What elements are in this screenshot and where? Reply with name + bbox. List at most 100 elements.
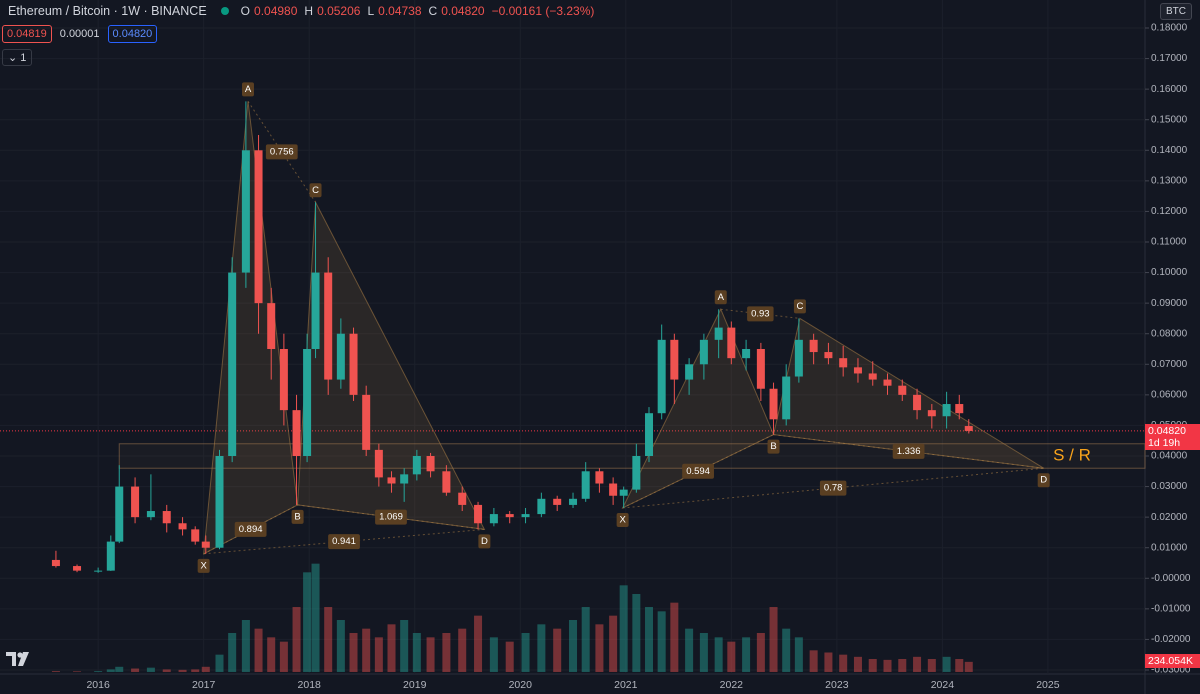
- y-tick-label: 0.16000: [1151, 84, 1188, 95]
- point-label-bg: [1037, 473, 1050, 488]
- y-tick-label: 0.06000: [1151, 389, 1188, 400]
- volume-bar: [595, 624, 604, 672]
- candle-body: [521, 514, 530, 518]
- volume-bar: [191, 669, 200, 672]
- candle-body: [569, 498, 578, 505]
- candle-body: [632, 456, 641, 490]
- volume-bar: [714, 637, 723, 672]
- candle-body: [336, 333, 345, 380]
- point-label-bg: [197, 558, 210, 573]
- ratio-label-bg: [682, 463, 714, 479]
- ratio-label: 0.756: [270, 146, 294, 157]
- point-label-bg: [291, 509, 304, 524]
- grid: [0, 0, 1145, 674]
- point-label: C: [312, 185, 319, 196]
- volume-bar: [619, 585, 628, 672]
- candle-body: [303, 349, 312, 456]
- spread: 0.00001: [59, 28, 100, 40]
- volume-bar: [505, 641, 514, 672]
- candle-body: [657, 339, 666, 414]
- volume-bar: [228, 633, 237, 672]
- volume-bar: [241, 620, 250, 672]
- close-value: 0.04820: [441, 4, 485, 18]
- volume-bar: [809, 650, 818, 672]
- candle-body: [51, 559, 60, 567]
- candle-body: [201, 541, 210, 548]
- open-label: O: [240, 4, 251, 18]
- volume-bar: [742, 637, 751, 672]
- x-tick-label: 2020: [509, 679, 533, 691]
- point-label-bg: [767, 439, 780, 454]
- last-volume-tag: 234.054K: [1145, 653, 1200, 668]
- volume-bar: [727, 641, 736, 672]
- candle-body: [868, 373, 877, 380]
- x-tick-label: 2022: [720, 679, 744, 691]
- y-tick-label: 0.17000: [1151, 53, 1188, 64]
- volume-bar: [412, 633, 421, 672]
- volume-bar: [51, 671, 60, 672]
- axes: 0.18000 0.17000 0.16000 0.15000 0.14000 0.130…: [86, 23, 1190, 691]
- volume-bar: [215, 654, 224, 672]
- y-tick-label: -0.00000: [1151, 573, 1191, 584]
- symbol-title[interactable]: Ethereum / Bitcoin · 1W · BINANCE: [8, 4, 207, 18]
- volume: [51, 563, 973, 672]
- y-tick-label: 0.01000: [1151, 542, 1188, 553]
- indicators-toggle[interactable]: ⌄ 1: [2, 49, 33, 66]
- last-price-tag: 0.04820 1d 19h: [1145, 423, 1200, 450]
- volume-bar: [349, 633, 358, 672]
- volume-bar: [645, 607, 654, 672]
- volume-bar: [913, 656, 922, 672]
- volume-bar: [73, 671, 82, 672]
- volume-bar: [106, 669, 115, 672]
- candle-body: [927, 410, 936, 417]
- volume-bar: [254, 628, 263, 672]
- bid[interactable]: 0.04819: [2, 25, 52, 43]
- volume-bar: [178, 669, 187, 672]
- candle-body: [191, 529, 200, 542]
- sr-zone: S / R: [0, 430, 1146, 469]
- candle-body: [115, 486, 124, 542]
- volume-bar: [553, 628, 562, 672]
- candle-body: [595, 471, 604, 484]
- volume-bar: [955, 659, 964, 672]
- candle-body: [756, 349, 765, 389]
- point-label: B: [294, 511, 300, 522]
- candle-body: [809, 339, 818, 353]
- candle-body: [913, 394, 922, 411]
- volume-bar: [303, 572, 312, 672]
- volume-bar: [362, 628, 371, 672]
- point-label-bg: [793, 299, 806, 314]
- high-label: H: [304, 4, 314, 18]
- candle-body: [458, 492, 467, 505]
- ratio-label-bg: [328, 534, 360, 550]
- candle-body: [131, 486, 140, 518]
- candle-body: [279, 349, 288, 411]
- candle-body: [699, 339, 708, 365]
- ratio-label-bg: [265, 144, 298, 160]
- volume-bar: [489, 637, 498, 672]
- volume-bar: [657, 611, 666, 672]
- candle-body: [387, 477, 396, 484]
- candle-body: [898, 385, 907, 395]
- point-label: C: [796, 301, 803, 312]
- y-tick-label: 0.13000: [1151, 175, 1188, 186]
- candle-body: [474, 504, 483, 524]
- ratio-label-bg: [892, 443, 925, 459]
- sr-label: S / R: [1053, 445, 1091, 464]
- logo: [6, 652, 29, 666]
- volume-bar: [868, 659, 877, 672]
- ratio-line: [297, 504, 485, 530]
- volume-bar: [311, 563, 320, 672]
- currency[interactable]: BTC: [1160, 3, 1192, 20]
- volume-bar: [964, 661, 973, 672]
- candle-body: [714, 327, 723, 340]
- ask[interactable]: 0.04820: [107, 25, 158, 43]
- candle-body: [362, 394, 371, 450]
- point-label: X: [201, 560, 208, 571]
- volume-bar: [898, 659, 907, 672]
- candle-body: [489, 514, 498, 524]
- candle-body: [553, 498, 562, 505]
- y-tick-label: 0.08000: [1151, 328, 1188, 339]
